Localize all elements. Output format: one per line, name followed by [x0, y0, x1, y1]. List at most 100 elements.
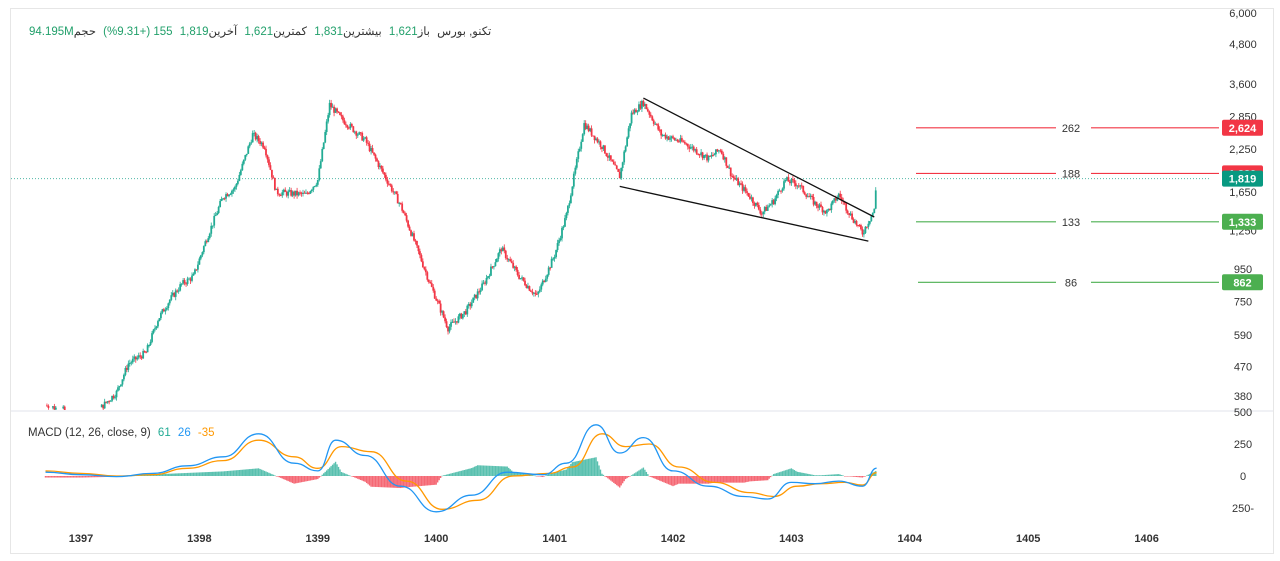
- candle-body: [105, 401, 108, 403]
- candle-body: [117, 387, 119, 391]
- macd-histogram-bar: [423, 476, 426, 486]
- macd-histogram-bar: [216, 471, 218, 476]
- candle-body: [487, 276, 489, 278]
- macd-histogram-bar: [685, 476, 688, 484]
- candle-body: [679, 138, 682, 142]
- candle-body: [475, 294, 478, 299]
- candle-body: [752, 197, 754, 204]
- macd-histogram-bar: [624, 476, 627, 480]
- macd-histogram-bar: [633, 473, 636, 476]
- candle-body: [266, 155, 269, 160]
- macd-histogram-bar: [858, 476, 861, 478]
- candle-body: [350, 124, 353, 127]
- candle-body: [128, 362, 131, 364]
- macd-histogram-bar: [192, 472, 195, 476]
- macd-histogram-bar: [257, 468, 260, 476]
- macd-histogram-bar: [513, 472, 516, 476]
- chart-area[interactable]: 1397 1398 1399 1400 1401 1402 1403 1404 1405 1406…: [10, 8, 1274, 554]
- candle-body: [457, 316, 460, 323]
- candle-body: [796, 185, 799, 187]
- candle-body: [155, 326, 158, 329]
- candle-body: [769, 204, 772, 206]
- candle-body: [185, 283, 187, 285]
- candle-body: [836, 197, 839, 201]
- candle-body: [325, 121, 328, 133]
- macd-histogram-bar: [68, 476, 70, 478]
- macd-histogram-bar: [416, 476, 418, 487]
- candle-body: [729, 167, 732, 177]
- macd-histogram-bar: [568, 465, 571, 476]
- macd-histogram-bar: [804, 473, 806, 476]
- candle-body: [555, 250, 557, 258]
- macd-histogram-bar: [558, 471, 560, 476]
- macd-histogram-bar: [473, 466, 476, 476]
- candle-body: [732, 176, 735, 179]
- macd-histogram-bar: [790, 468, 793, 476]
- candle-body: [506, 257, 509, 260]
- candle-body: [173, 292, 176, 297]
- candle-body: [775, 195, 778, 199]
- macd-histogram-bar: [436, 476, 439, 483]
- macd-histogram-bar: [262, 470, 264, 476]
- macd-line: [45, 424, 877, 513]
- candle-body: [654, 123, 657, 125]
- candle-body: [753, 203, 756, 206]
- candle-body: [738, 183, 741, 186]
- macd-histogram-bar: [644, 469, 646, 476]
- candle-body: [414, 240, 417, 242]
- candle-body: [571, 186, 574, 196]
- candle-body: [737, 178, 740, 186]
- candle-body: [210, 225, 213, 234]
- candle-body: [288, 190, 291, 192]
- volume-value: 94.195M: [29, 26, 74, 38]
- macd-histogram-bar: [843, 476, 846, 477]
- candle-body: [746, 191, 748, 193]
- candle-body: [861, 229, 864, 235]
- macd-histogram-bar: [83, 476, 85, 478]
- macd-histogram-bar: [809, 474, 812, 476]
- candle-body: [273, 178, 276, 190]
- candle-body: [749, 196, 751, 199]
- candle-body: [427, 279, 430, 283]
- candle-body: [213, 215, 216, 226]
- macd-histogram-bar: [481, 465, 483, 476]
- macd-histogram-bar: [815, 475, 818, 476]
- candle-body: [493, 266, 495, 268]
- macd-histogram-bar: [693, 476, 695, 484]
- macd-histogram-bar: [460, 470, 463, 476]
- level-badge: [1222, 119, 1263, 136]
- macd-histogram-bar: [394, 476, 396, 488]
- candle-body: [789, 181, 791, 184]
- macd-histogram-bar: [365, 476, 368, 484]
- candle-body: [657, 124, 660, 130]
- macd-histogram-bar: [564, 469, 566, 476]
- candle-body: [728, 167, 731, 169]
- macd-histogram-bar: [309, 476, 312, 481]
- candle-body: [715, 149, 717, 155]
- macd-histogram-bar: [587, 458, 590, 476]
- candle-body: [182, 280, 185, 284]
- candle-body: [114, 397, 116, 399]
- level-badge-label: 862: [1233, 277, 1251, 289]
- macd-histogram-bar: [496, 466, 498, 476]
- candle-body: [435, 298, 438, 301]
- macd-histogram-bar: [321, 474, 323, 476]
- candle-body: [374, 154, 377, 159]
- candle-body: [868, 221, 871, 224]
- candle-body: [302, 192, 304, 194]
- macd-histogram-bar: [707, 476, 710, 484]
- candle-body: [368, 143, 371, 152]
- chart-canvas[interactable]: 1397 1398 1399 1400 1401 1402 1403 1404 1405 1406…: [11, 9, 1273, 553]
- close-value: 1,819: [179, 26, 209, 38]
- macd-histogram-bar: [753, 476, 756, 482]
- macd-histogram-bar: [317, 476, 319, 480]
- macd-histogram-bar: [768, 476, 770, 479]
- candle-body: [142, 350, 145, 359]
- macd-histogram-bar: [411, 476, 414, 487]
- macd-histogram-bar: [64, 476, 66, 478]
- candle-body: [811, 195, 814, 197]
- candle-body: [780, 190, 782, 192]
- candle-body: [197, 264, 199, 270]
- macd-histogram-bar: [565, 469, 568, 476]
- candle-body: [781, 188, 784, 191]
